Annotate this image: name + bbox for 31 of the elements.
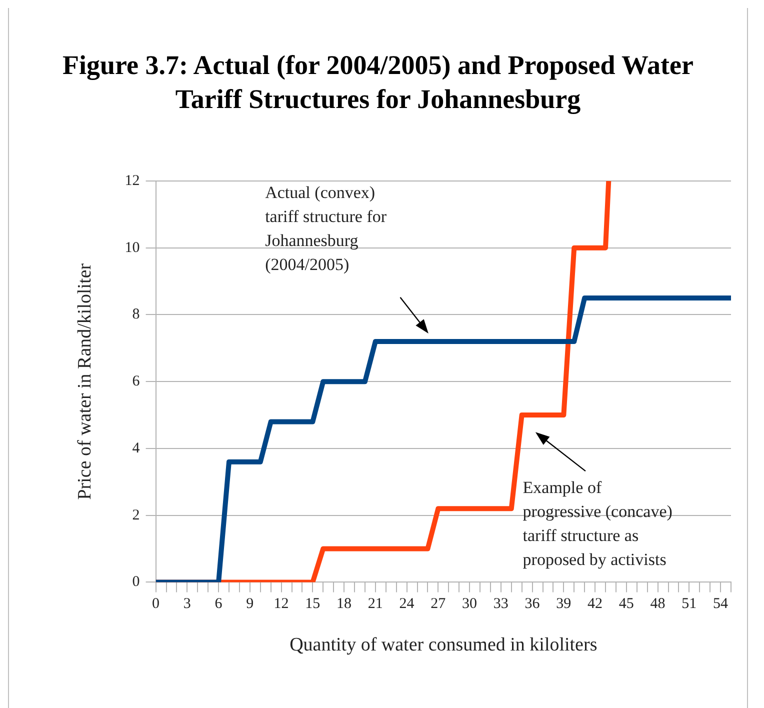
x-tick-label: 21 — [368, 596, 383, 612]
x-tick-label: 45 — [618, 596, 634, 612]
annotation: Example of progressive (concave) tariff structure as proposed by activists — [522, 478, 672, 569]
x-tick-label: 33 — [493, 596, 508, 612]
x-tick-label: 48 — [650, 596, 666, 612]
x-tick-label: 36 — [524, 596, 540, 612]
x-axis-title: Quantity of water consumed in kiloliters — [290, 634, 598, 656]
chart-title: Figure 3.7: Actual (for 2004/2005) and Proposed Water Tariff Structures for Johannesburg — [62, 49, 694, 116]
x-tick-label: 3 — [183, 596, 191, 612]
y-tick-label: 10 — [124, 240, 140, 256]
y-tick-label: 4 — [132, 440, 140, 456]
x-tick-label: 30 — [462, 596, 478, 612]
x-tick-label: 15 — [305, 596, 320, 612]
x-tick-label: 42 — [588, 596, 603, 612]
y-tick-label: 2 — [132, 507, 140, 524]
y-tick-label: 8 — [132, 306, 140, 323]
y-tick-label: 12 — [124, 172, 140, 189]
y-tick-label: 0 — [132, 574, 140, 590]
x-tick-label: 39 — [556, 596, 572, 612]
annotation: Actual (convex) tariff structure for Johannesburg (2004/2005) — [265, 182, 387, 274]
x-tick-label: 6 — [214, 596, 223, 612]
x-tick-label: 27 — [430, 596, 446, 612]
y-tick-label: 6 — [132, 374, 140, 390]
x-tick-label: 18 — [336, 596, 352, 612]
x-tick-label: 54 — [713, 596, 729, 612]
x-tick-label: 9 — [246, 596, 254, 612]
y-axis-title: Price of water in Rand/kiloliter — [74, 262, 96, 500]
x-tick-label: 0 — [152, 596, 160, 612]
x-tick-label: 12 — [274, 596, 289, 612]
x-tick-label: 51 — [682, 596, 697, 612]
x-tick-label: 24 — [399, 596, 415, 612]
